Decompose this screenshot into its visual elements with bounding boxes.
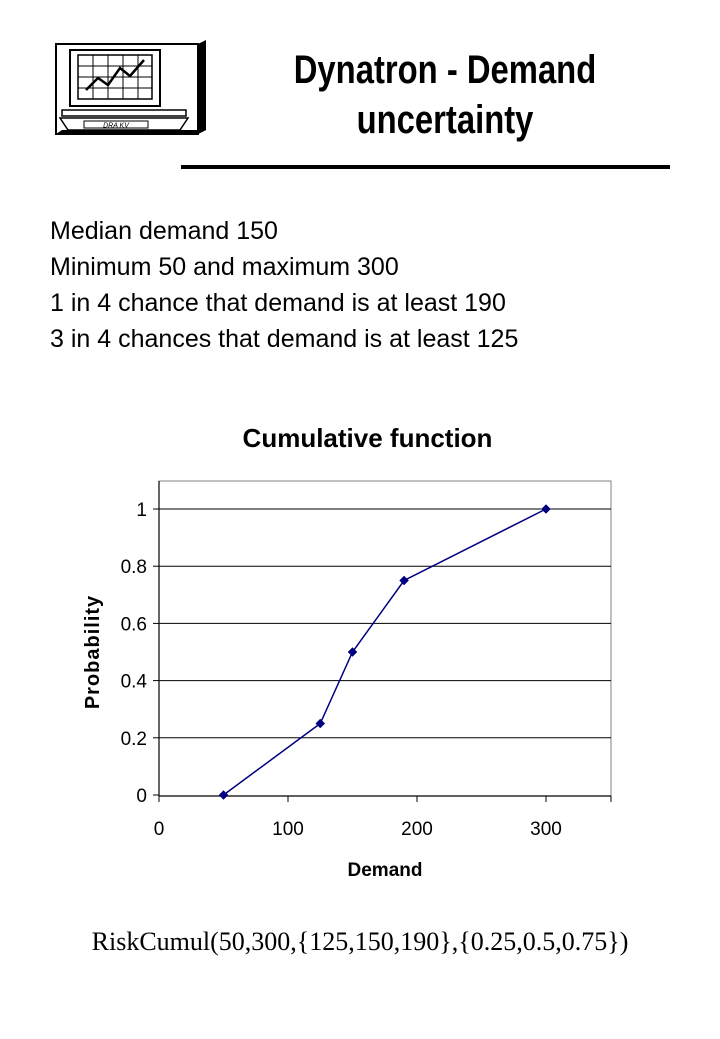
x-axis-label: Demand bbox=[348, 860, 423, 881]
y-axis-label: Probability bbox=[82, 595, 104, 709]
data-point bbox=[347, 647, 358, 657]
fact-item: 1 in 4 chance that demand is at least 19… bbox=[50, 289, 506, 317]
data-point bbox=[399, 575, 409, 586]
y-tick-label: 0 bbox=[136, 786, 147, 807]
y-tick-label: 0.6 bbox=[121, 614, 147, 635]
logo-label: DRA KV bbox=[103, 123, 130, 130]
computer-logo-icon: DRA KV bbox=[55, 40, 206, 135]
page-title: Dynatron - Demand uncertainty bbox=[281, 45, 609, 145]
y-tick-label: 0.2 bbox=[121, 729, 147, 750]
header-divider bbox=[181, 165, 670, 169]
page-title-line-2: uncertainty bbox=[356, 98, 534, 142]
data-point bbox=[315, 718, 326, 729]
x-tick-label: 0 bbox=[154, 819, 165, 840]
y-tick-label: 1 bbox=[136, 500, 147, 521]
y-tick-label: 0.8 bbox=[121, 557, 147, 578]
chart-title: Cumulative function bbox=[242, 423, 493, 453]
fact-item: Median demand 150 bbox=[50, 217, 278, 245]
x-tick-label: 100 bbox=[272, 819, 304, 840]
series-line bbox=[223, 508, 547, 796]
page-title-line-1: Dynatron - Demand bbox=[293, 48, 597, 92]
x-tick-label: 200 bbox=[401, 819, 433, 840]
plot-area bbox=[158, 480, 612, 797]
y-tick-label: 0.4 bbox=[121, 672, 148, 693]
fact-item: 3 in 4 chances that demand is at least 1… bbox=[50, 325, 519, 353]
risk-formula: RiskCumul(50,300,{125,150,190},{0.25,0.5… bbox=[91, 927, 629, 956]
data-point bbox=[541, 504, 551, 514]
facts-list: Median demand 150 Minimum 50 and maximum… bbox=[50, 213, 518, 357]
fact-item: Minimum 50 and maximum 300 bbox=[50, 253, 399, 281]
data-point bbox=[218, 790, 229, 800]
x-tick-label: 300 bbox=[530, 819, 562, 840]
